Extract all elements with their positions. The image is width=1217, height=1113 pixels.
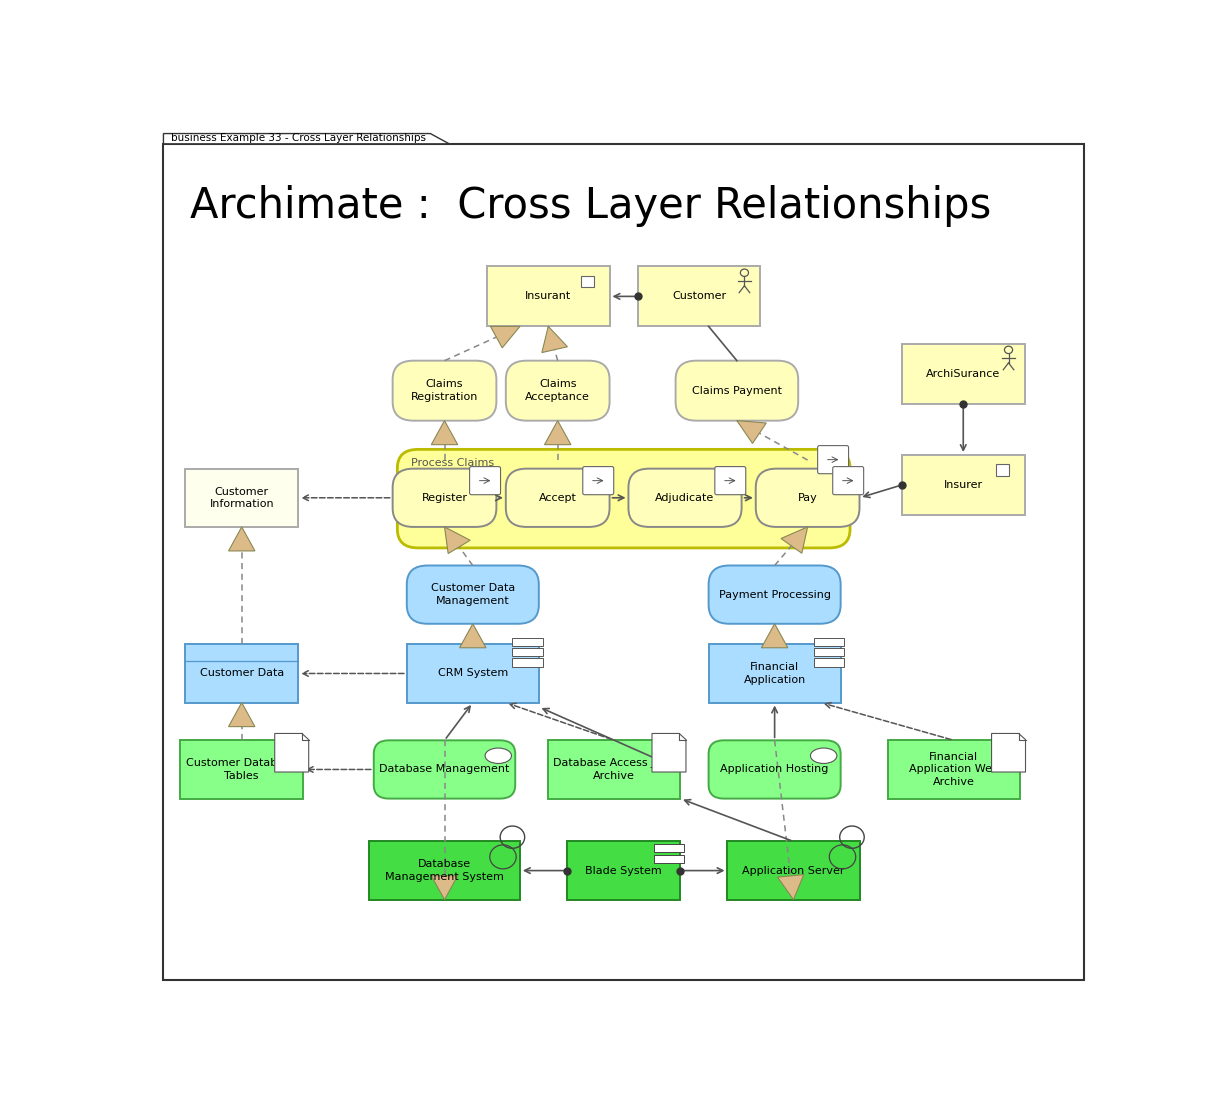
FancyBboxPatch shape xyxy=(654,844,684,853)
Text: Financial
Application: Financial Application xyxy=(744,662,806,684)
Polygon shape xyxy=(778,875,803,899)
Polygon shape xyxy=(460,623,486,648)
Polygon shape xyxy=(490,326,520,348)
Polygon shape xyxy=(781,526,808,553)
Text: Process Claims: Process Claims xyxy=(411,457,494,467)
Ellipse shape xyxy=(811,748,837,764)
FancyBboxPatch shape xyxy=(708,644,841,702)
FancyBboxPatch shape xyxy=(506,361,610,421)
FancyBboxPatch shape xyxy=(654,855,684,863)
FancyBboxPatch shape xyxy=(728,841,859,899)
Text: Customer Data: Customer Data xyxy=(200,669,284,679)
FancyBboxPatch shape xyxy=(583,466,613,494)
FancyBboxPatch shape xyxy=(369,841,520,899)
Polygon shape xyxy=(992,733,1026,772)
FancyBboxPatch shape xyxy=(756,469,859,526)
FancyBboxPatch shape xyxy=(393,361,497,421)
FancyBboxPatch shape xyxy=(818,445,848,474)
Text: Customer Database
Tables: Customer Database Tables xyxy=(186,758,297,780)
FancyBboxPatch shape xyxy=(814,648,845,657)
FancyBboxPatch shape xyxy=(512,638,543,646)
Polygon shape xyxy=(275,733,309,772)
Text: Pay: Pay xyxy=(798,493,818,503)
Text: Adjudicate: Adjudicate xyxy=(656,493,714,503)
Polygon shape xyxy=(762,623,787,648)
Polygon shape xyxy=(738,421,767,443)
Text: Register: Register xyxy=(421,493,467,503)
Polygon shape xyxy=(544,421,571,445)
FancyBboxPatch shape xyxy=(406,565,539,623)
Text: Application Hosting: Application Hosting xyxy=(720,765,829,775)
FancyBboxPatch shape xyxy=(393,469,497,526)
Text: business Example 33 - Cross Layer Relationships: business Example 33 - Cross Layer Relati… xyxy=(170,134,426,144)
FancyBboxPatch shape xyxy=(512,659,543,667)
FancyBboxPatch shape xyxy=(638,266,761,326)
FancyBboxPatch shape xyxy=(487,266,610,326)
FancyBboxPatch shape xyxy=(708,740,841,799)
FancyBboxPatch shape xyxy=(470,466,500,494)
FancyBboxPatch shape xyxy=(397,450,849,548)
FancyBboxPatch shape xyxy=(902,455,1025,515)
Text: Financial
Application Web
Archive: Financial Application Web Archive xyxy=(909,752,999,787)
Text: ArchiSurance: ArchiSurance xyxy=(926,368,1000,378)
Text: Archimate :  Cross Layer Relationships: Archimate : Cross Layer Relationships xyxy=(190,185,991,227)
Text: Insurant: Insurant xyxy=(525,292,572,302)
FancyBboxPatch shape xyxy=(548,740,680,799)
Text: Accept: Accept xyxy=(539,493,577,503)
FancyBboxPatch shape xyxy=(180,740,303,799)
Polygon shape xyxy=(229,702,254,727)
Text: Claims Payment: Claims Payment xyxy=(692,386,781,395)
FancyBboxPatch shape xyxy=(374,740,515,799)
FancyBboxPatch shape xyxy=(406,644,539,702)
FancyBboxPatch shape xyxy=(185,469,298,526)
Text: Customer
Information: Customer Information xyxy=(209,486,274,509)
Text: Customer: Customer xyxy=(672,292,727,302)
Ellipse shape xyxy=(486,748,511,764)
Polygon shape xyxy=(229,526,254,551)
FancyBboxPatch shape xyxy=(902,344,1025,404)
Text: Insurer: Insurer xyxy=(943,480,983,490)
FancyBboxPatch shape xyxy=(512,648,543,657)
Text: Database Access Java
Archive: Database Access Java Archive xyxy=(554,758,675,780)
FancyBboxPatch shape xyxy=(185,644,298,702)
FancyBboxPatch shape xyxy=(888,740,1020,799)
Text: Database Management: Database Management xyxy=(380,765,510,775)
FancyBboxPatch shape xyxy=(714,466,746,494)
Polygon shape xyxy=(163,134,449,144)
FancyBboxPatch shape xyxy=(814,659,845,667)
FancyBboxPatch shape xyxy=(628,469,741,526)
Polygon shape xyxy=(542,326,567,353)
Polygon shape xyxy=(652,733,686,772)
Text: Application Server: Application Server xyxy=(742,866,845,876)
FancyBboxPatch shape xyxy=(675,361,798,421)
Polygon shape xyxy=(444,526,470,553)
FancyBboxPatch shape xyxy=(163,144,1084,981)
Text: Claims
Acceptance: Claims Acceptance xyxy=(526,380,590,402)
FancyBboxPatch shape xyxy=(832,466,864,494)
Text: CRM System: CRM System xyxy=(438,669,507,679)
Text: Customer Data
Management: Customer Data Management xyxy=(431,583,515,605)
FancyBboxPatch shape xyxy=(567,841,680,899)
FancyBboxPatch shape xyxy=(814,638,845,646)
FancyBboxPatch shape xyxy=(506,469,610,526)
Text: Database
Management System: Database Management System xyxy=(385,859,504,881)
Text: Claims
Registration: Claims Registration xyxy=(411,380,478,402)
FancyBboxPatch shape xyxy=(582,276,594,287)
Text: Blade System: Blade System xyxy=(585,866,662,876)
Polygon shape xyxy=(431,421,458,445)
Polygon shape xyxy=(431,876,458,899)
Text: Payment Processing: Payment Processing xyxy=(718,590,831,600)
FancyBboxPatch shape xyxy=(997,464,1009,476)
FancyBboxPatch shape xyxy=(708,565,841,623)
